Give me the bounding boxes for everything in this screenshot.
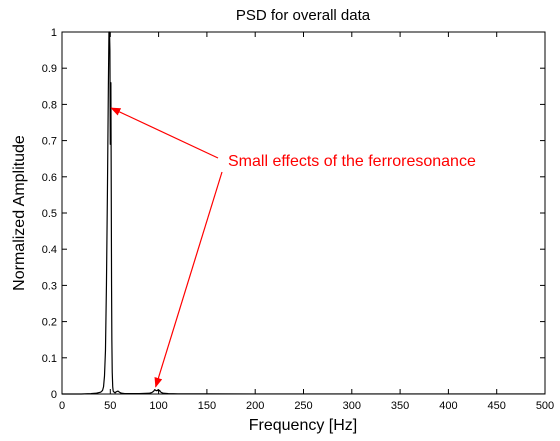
x-tick-label: 150 — [198, 400, 216, 412]
x-tick-label: 500 — [536, 400, 554, 412]
y-tick-label: 1 — [51, 27, 57, 39]
y-tick-label: 0.5 — [42, 208, 57, 220]
y-axis-label: Normalized Amplitude — [11, 135, 28, 291]
x-tick-label: 50 — [104, 400, 116, 412]
x-tick-labels: 0 50 100 150 200 250 300 350 400 450 500 — [59, 400, 554, 412]
y-tick-label: 0.7 — [42, 136, 57, 148]
y-tick-label: 0.3 — [42, 280, 57, 292]
y-tick-label: 0.1 — [42, 353, 57, 365]
x-tick-label: 350 — [391, 400, 409, 412]
x-tick-label: 300 — [343, 400, 361, 412]
annotation-arrow — [154, 171, 223, 388]
chart-title: PSD for overall data — [236, 7, 371, 24]
y-tick-labels: 0 0.1 0.2 0.3 0.4 0.5 0.6 0.7 0.8 0.9 1 — [42, 27, 57, 401]
x-tick-label: 200 — [246, 400, 264, 412]
annotation-text: Small effects of the ferroresonance — [228, 153, 476, 170]
x-tick-label: 0 — [59, 400, 65, 412]
y-tick-label: 0.4 — [42, 244, 57, 256]
psd-series-line — [62, 31, 545, 395]
y-tick-label: 0.9 — [42, 63, 57, 75]
annotation-arrow — [110, 107, 219, 159]
y-tick-label: 0.6 — [42, 172, 57, 184]
y-tick-label: 0.8 — [42, 99, 57, 111]
x-tick-label: 400 — [439, 400, 457, 412]
annotation-arrows — [110, 107, 223, 388]
y-tick-label: 0.2 — [42, 317, 57, 329]
plot-area — [61, 31, 546, 395]
x-tick-label: 450 — [488, 400, 506, 412]
y-tick-label: 0 — [51, 389, 57, 401]
x-tick-label: 100 — [149, 400, 167, 412]
x-axis-label: Frequency [Hz] — [249, 417, 357, 434]
x-tick-label: 250 — [294, 400, 312, 412]
